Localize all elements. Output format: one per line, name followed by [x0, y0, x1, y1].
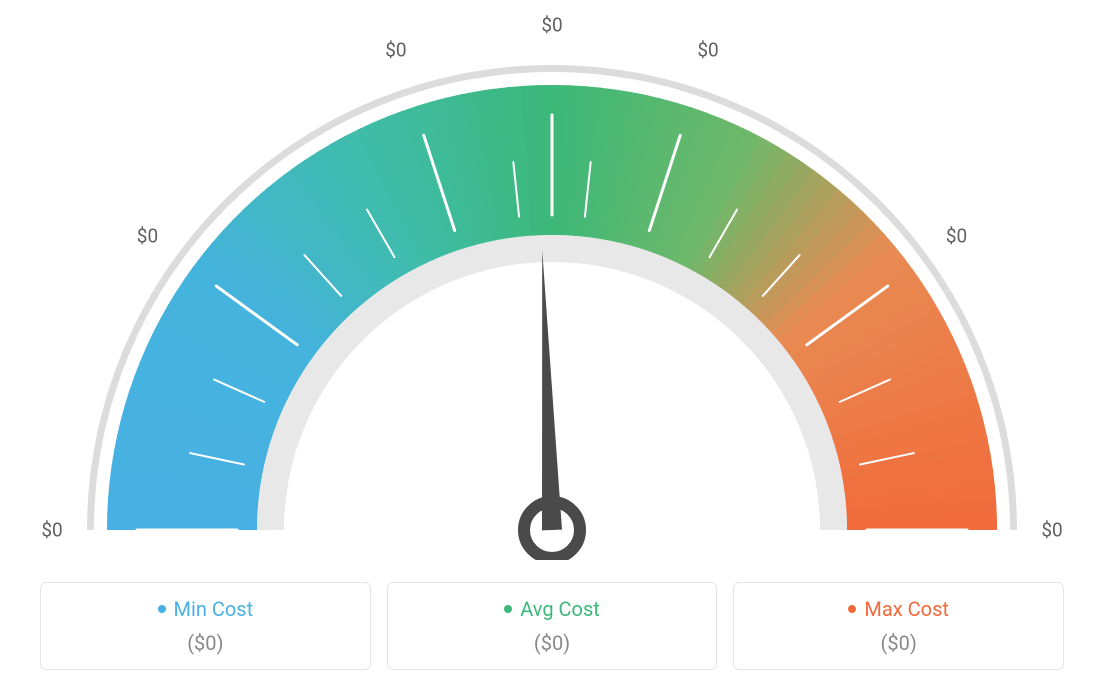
legend-card-avg: Avg Cost ($0) — [387, 582, 718, 670]
gauge-scale-label: $0 — [541, 14, 562, 37]
legend-card-min: Min Cost ($0) — [40, 582, 371, 670]
legend-card-max: Max Cost ($0) — [733, 582, 1064, 670]
gauge-scale-label: $0 — [697, 38, 718, 61]
legend-dot-avg — [504, 605, 512, 613]
gauge-scale-label: $0 — [137, 225, 158, 248]
cost-gauge-container: $0 $0 $0 $0 $0 $0 $0 Min Cost ($0) Avg Cost ($… — [0, 0, 1104, 690]
legend-label-max: Max Cost — [864, 597, 949, 621]
legend-value-min: ($0) — [41, 631, 370, 655]
legend-title-max: Max Cost — [848, 597, 949, 621]
gauge-scale-label: $0 — [1041, 519, 1062, 542]
legend-row: Min Cost ($0) Avg Cost ($0) Max Cost ($0… — [40, 582, 1064, 670]
gauge-scale-label: $0 — [946, 225, 967, 248]
legend-label-avg: Avg Cost — [520, 597, 600, 621]
legend-dot-min — [158, 605, 166, 613]
gauge-chart — [0, 0, 1104, 560]
legend-dot-max — [848, 605, 856, 613]
gauge-scale-label: $0 — [385, 38, 406, 61]
legend-label-min: Min Cost — [174, 597, 254, 621]
legend-title-avg: Avg Cost — [504, 597, 600, 621]
gauge-scale-label: $0 — [41, 519, 62, 542]
legend-value-avg: ($0) — [388, 631, 717, 655]
legend-value-max: ($0) — [734, 631, 1063, 655]
legend-title-min: Min Cost — [158, 597, 254, 621]
